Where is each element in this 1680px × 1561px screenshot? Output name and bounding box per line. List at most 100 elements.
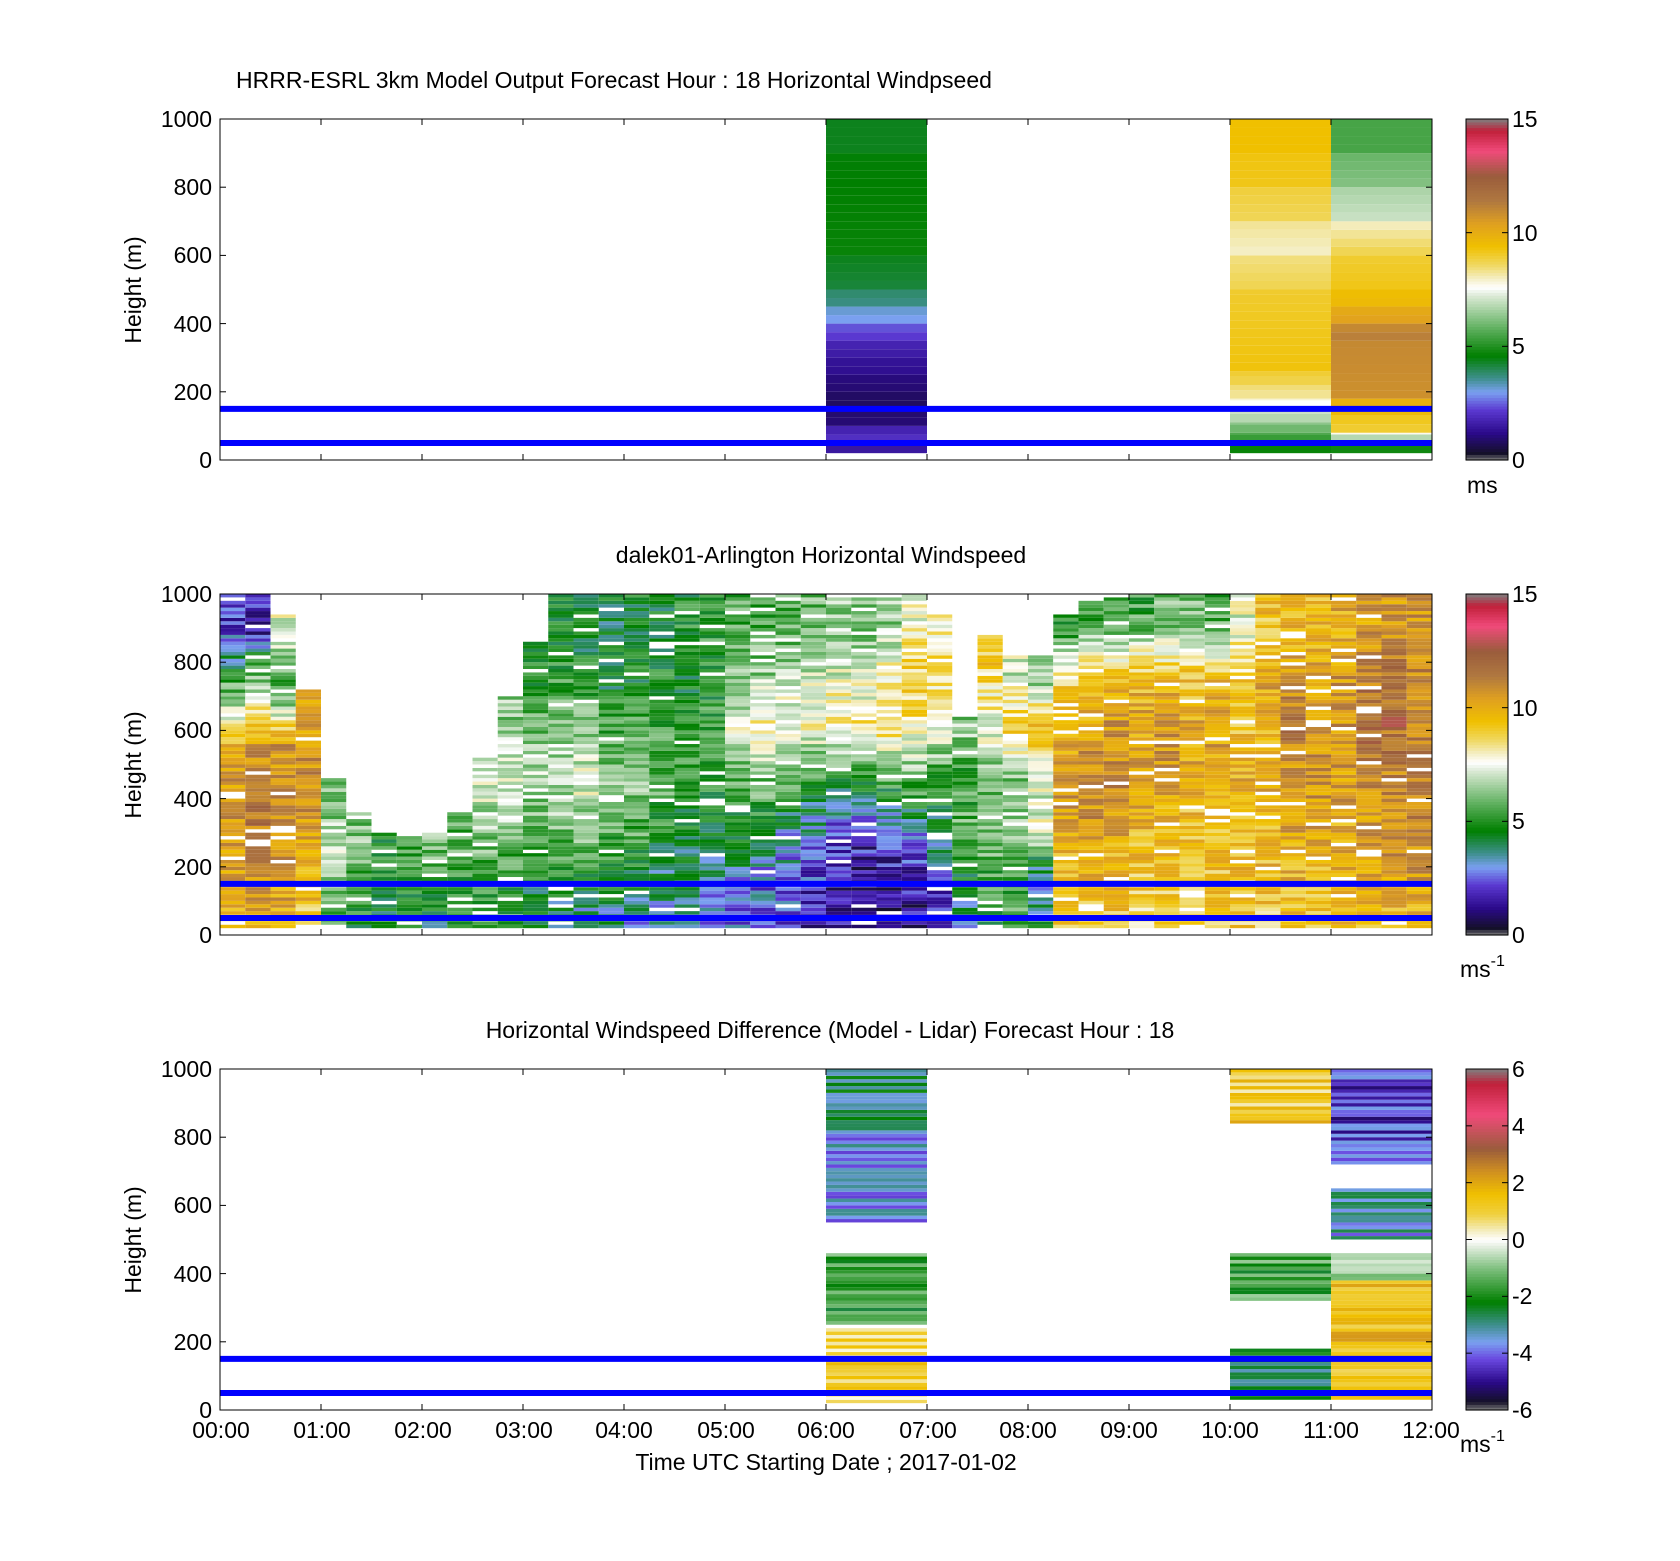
lidar-cell [1103, 672, 1129, 676]
lidar-cell [371, 904, 397, 908]
lidar-cell [649, 856, 675, 860]
lidar-cell [1381, 836, 1407, 840]
lidar-cell [548, 819, 574, 823]
lidar-cell [573, 856, 599, 860]
model-reference-lines [220, 405, 1432, 446]
lidar-cell [876, 839, 902, 843]
colorbar-step [1466, 665, 1508, 669]
lidar-cell [775, 624, 801, 629]
lidar-cell [1129, 894, 1155, 898]
lidar-cell [725, 754, 751, 758]
lidar-cell [548, 597, 574, 601]
lidar-cell [649, 658, 675, 663]
lidar-cell [699, 730, 725, 734]
lidar-cell [472, 921, 498, 925]
difference-cell [826, 1331, 927, 1335]
lidar-cell [1028, 829, 1054, 833]
lidar-cell [1103, 825, 1129, 830]
lidar-cell [1053, 812, 1079, 816]
lidar-cell [1280, 675, 1306, 680]
lidar-cell [901, 900, 927, 905]
lidar-cell [674, 778, 700, 782]
lidar-cell [901, 894, 927, 898]
lidar-cell [1255, 737, 1281, 741]
lidar-cell [548, 696, 574, 700]
lidar-cell [573, 842, 599, 847]
lidar-cell [548, 648, 574, 652]
lidar-cell [1002, 747, 1028, 751]
difference-cell [1331, 1069, 1432, 1073]
model-cell [826, 391, 927, 401]
lidar-cell [1179, 839, 1205, 843]
lidar-cell [598, 689, 624, 693]
lidar-cell [548, 733, 574, 738]
lidar-cell [598, 808, 624, 813]
lidar-cell [1381, 669, 1407, 673]
lidar-cell [220, 723, 246, 727]
lidar-cell [775, 771, 801, 775]
lidar-cell [1002, 825, 1028, 830]
lidar-cell [927, 617, 953, 622]
lidar-cell [1154, 805, 1180, 809]
lidar-cell [1255, 692, 1281, 697]
lidar-cell [1002, 842, 1028, 847]
lidar-cell [1381, 594, 1407, 598]
lidar-cell [1078, 750, 1104, 755]
lidar-cell [725, 846, 751, 850]
lidar-cell [1406, 604, 1432, 608]
lidar-cell [295, 723, 321, 727]
lidar-cell [851, 911, 877, 915]
lidar-cell [977, 709, 1003, 714]
lidar-cell [523, 839, 549, 843]
lidar-cell [1331, 703, 1357, 707]
lidar-cell [447, 890, 473, 895]
lidar-cell [1103, 757, 1129, 762]
lidar-cell [1305, 628, 1331, 632]
lidar-cell [1078, 900, 1104, 905]
lidar-cell [245, 699, 271, 704]
lidar-cell [1002, 672, 1028, 676]
lidar-cell [1053, 740, 1079, 745]
lidar-cell [1406, 696, 1432, 700]
lidar-cell [270, 822, 296, 826]
lidar-cell [548, 726, 574, 731]
lidar-cell [245, 740, 271, 745]
lidar-cell [598, 648, 624, 652]
lidar-cell [826, 842, 852, 847]
lidar-cell [1406, 846, 1432, 850]
lidar-cell [1129, 624, 1155, 629]
lidar-cell [598, 771, 624, 775]
colorbar-step [1466, 357, 1508, 362]
lidar-cell [649, 747, 675, 751]
difference-cell [1331, 1259, 1432, 1264]
lidar-cell [295, 788, 321, 792]
colorbar-step [1466, 337, 1508, 342]
lidar-cell [876, 723, 902, 727]
lidar-cell [775, 859, 801, 864]
lidar-cell [497, 771, 523, 775]
lidar-cell [876, 784, 902, 789]
lidar-cell [321, 815, 347, 820]
lidar-cell [1230, 672, 1256, 676]
lidar-cell [1280, 730, 1306, 734]
lidar-cell [725, 634, 751, 639]
lidar-cell [598, 645, 624, 649]
lidar-cell [1230, 819, 1256, 823]
lidar-cell [523, 771, 549, 775]
lidar-cell [826, 634, 852, 639]
lidar-cell [1179, 723, 1205, 727]
difference-cell [826, 1178, 927, 1182]
lidar-cell [1154, 897, 1180, 901]
lidar-cell [1305, 658, 1331, 663]
colorbar-step [1466, 423, 1508, 427]
lidar-cell [750, 877, 776, 881]
lidar-cell [674, 757, 700, 762]
lidar-cell [775, 900, 801, 905]
lidar-cell [1129, 655, 1155, 659]
colorbar-step [1466, 224, 1508, 228]
lidar-cell [1204, 781, 1230, 785]
lidar-cell [800, 873, 826, 878]
lidar-cell [1280, 679, 1306, 683]
lidar-cell [220, 877, 246, 881]
lidar-cell [1154, 648, 1180, 652]
